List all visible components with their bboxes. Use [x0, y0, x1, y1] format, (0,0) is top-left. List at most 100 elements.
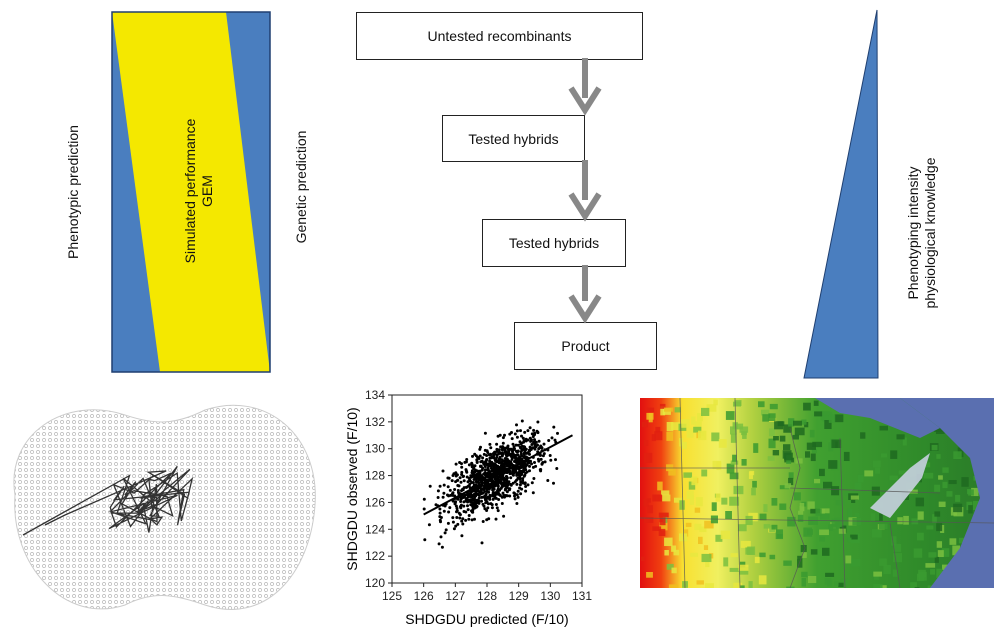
map-cell [873, 575, 879, 580]
data-point [464, 460, 468, 464]
map-cell [850, 495, 859, 500]
phenotyping-intensity-line1: Phenotyping intensity [905, 166, 921, 300]
data-point [549, 458, 553, 462]
data-point [524, 437, 528, 441]
map-cell [937, 550, 944, 558]
data-point [493, 477, 497, 481]
data-point [500, 447, 504, 451]
data-point [533, 447, 537, 451]
data-point [483, 468, 487, 472]
data-point [502, 480, 506, 484]
data-point [496, 489, 500, 493]
map-cell [730, 460, 739, 465]
data-point [446, 521, 450, 525]
map-cell [928, 552, 937, 558]
data-point [501, 441, 505, 445]
data-point [538, 446, 542, 450]
map-cell [942, 481, 948, 489]
map-cell [679, 533, 688, 542]
map-cell [768, 438, 776, 449]
map-cell [915, 497, 925, 507]
network-path [22, 465, 194, 536]
map-cell [918, 571, 927, 581]
data-point [473, 464, 477, 468]
data-point [548, 454, 552, 457]
y-tick-label: 120 [365, 576, 385, 590]
data-point [556, 431, 559, 435]
map-cell [815, 508, 822, 516]
regression-line [423, 434, 573, 516]
map-cell [902, 437, 907, 446]
data-point [511, 472, 515, 476]
data-point [531, 491, 535, 495]
data-point [488, 459, 492, 463]
data-point [483, 507, 487, 511]
data-point [485, 500, 489, 504]
data-point [443, 504, 447, 508]
map-cell [704, 520, 714, 529]
data-point [478, 447, 482, 451]
data-point [448, 506, 452, 510]
data-point [499, 486, 503, 490]
x-tick-label: 131 [572, 589, 592, 603]
map-cell [732, 454, 737, 462]
map-cell [779, 503, 787, 510]
data-point [515, 450, 519, 454]
x-tick-label: 129 [509, 589, 529, 603]
data-point [442, 483, 446, 487]
map-cell [834, 517, 843, 527]
map-cell [830, 524, 840, 530]
data-point [470, 518, 474, 522]
map-cell [800, 545, 807, 553]
x-tick-label: 130 [540, 589, 560, 603]
data-point [498, 433, 502, 437]
map-cell [681, 442, 687, 449]
map-cell [733, 582, 743, 588]
map-cell [896, 434, 905, 440]
data-point [510, 437, 514, 441]
data-point [495, 492, 499, 496]
data-point [496, 509, 500, 513]
data-point [468, 498, 472, 502]
map-cell [686, 490, 694, 499]
map-cell [681, 419, 690, 428]
data-point [460, 473, 464, 476]
map-cell [690, 552, 698, 557]
map-cell [729, 496, 740, 506]
map-cell [831, 439, 842, 449]
data-point [516, 443, 520, 447]
y-tick-label: 130 [365, 442, 385, 456]
map-cell [949, 538, 957, 545]
data-point [469, 474, 473, 478]
map-cell [952, 545, 961, 556]
data-point [472, 471, 476, 475]
data-point [489, 466, 493, 470]
map-cell [854, 482, 862, 491]
data-point [459, 480, 463, 484]
data-point [460, 519, 464, 523]
data-point [442, 509, 446, 513]
data-point [515, 456, 519, 460]
map-cell [806, 442, 816, 450]
data-point [532, 428, 536, 432]
data-point [483, 465, 487, 468]
data-point [450, 479, 454, 483]
map-cell [646, 572, 653, 578]
map-cell [847, 508, 852, 518]
data-point [511, 442, 515, 446]
map-cell [903, 515, 909, 525]
data-point [526, 483, 530, 487]
map-cell [955, 494, 961, 502]
y-tick-label: 126 [365, 495, 385, 509]
map-cell [936, 568, 943, 578]
map-cell [845, 555, 852, 564]
data-point [493, 467, 497, 471]
map-cell [931, 444, 938, 451]
map-cell [835, 500, 845, 506]
data-point [454, 462, 458, 466]
data-point [456, 522, 460, 526]
data-point [541, 454, 545, 458]
data-point [488, 484, 492, 488]
data-point [481, 491, 485, 495]
map-cell [644, 452, 653, 463]
